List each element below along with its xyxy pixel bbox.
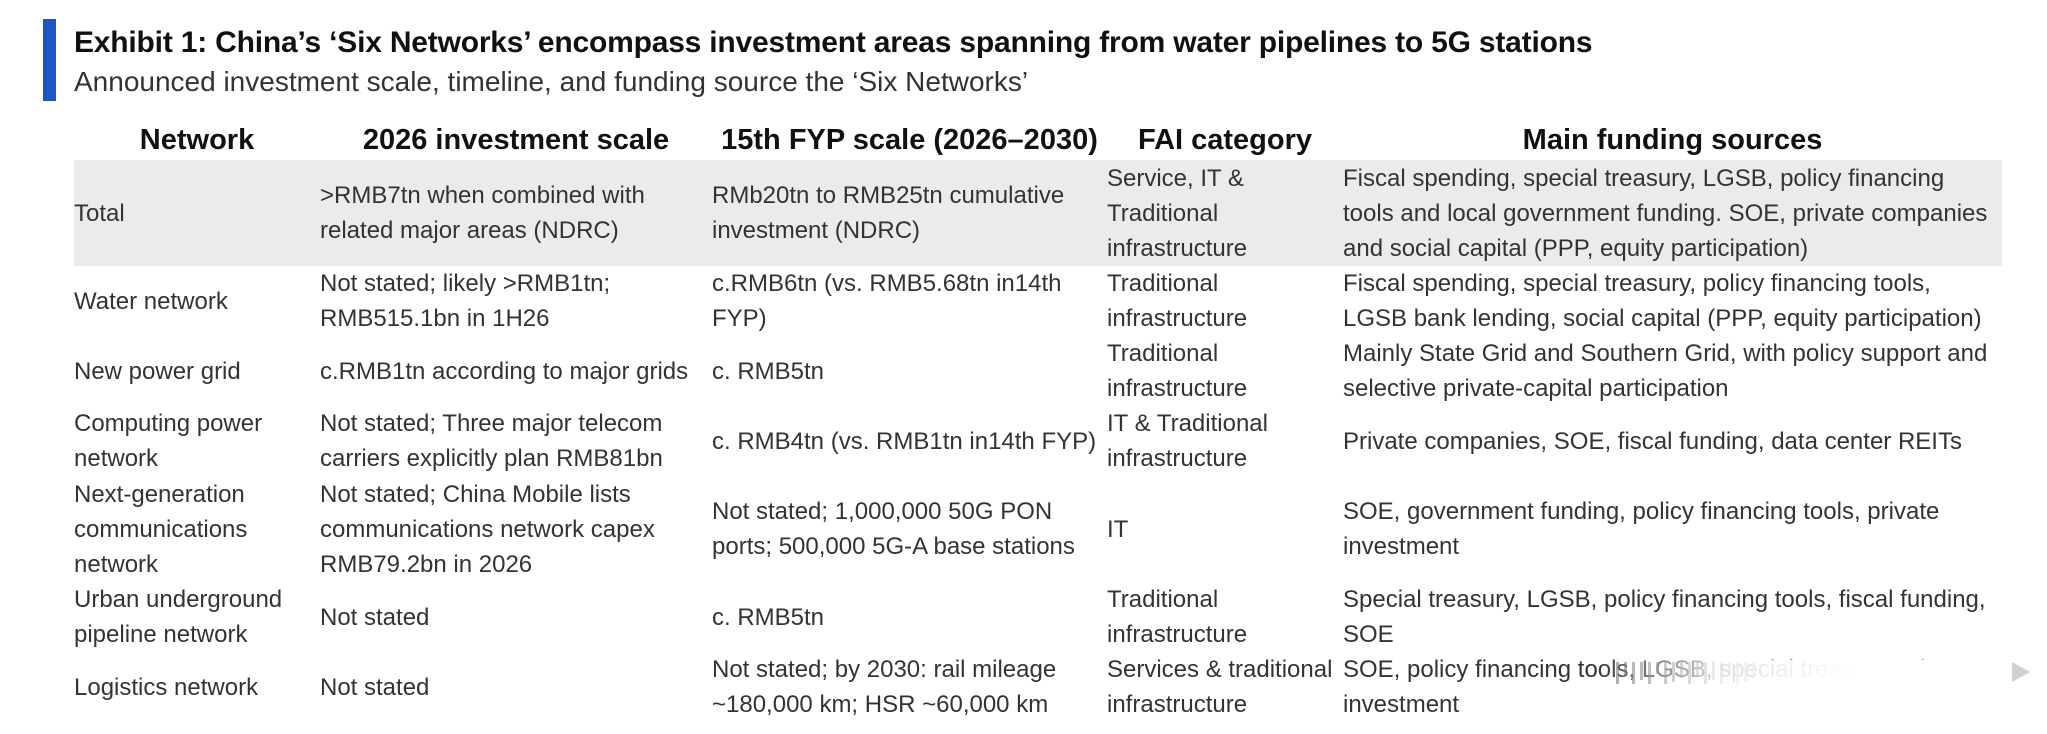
cell-investment-2026: Not stated [320,603,430,631]
accent-bar [43,19,56,101]
watermark-arrow-icon [2012,662,2030,682]
cell-funding: Fiscal spending, special treasury, polic… [1343,270,1982,332]
cell-fai-category: Traditional infrastructure [1107,340,1248,402]
header-network: Network [139,123,255,156]
cell-investment-2026: >RMB7tn when combined with related major… [320,160,712,266]
exhibit-subtitle: Announced investment scale, timeline, an… [74,66,1029,97]
watermark-fade [1596,660,2030,688]
cell-network: Urban underground pipeline network [74,586,283,648]
watermark-overlay [1596,660,2030,688]
table-row: Water network Not stated; likely >RMB1tn… [74,266,2002,336]
cell-fyp15-scale: Not stated; 1,000,000 50G PON ports; 500… [712,498,1075,560]
cell-funding: Special treasury, LGSB, policy financing… [1343,586,1986,648]
cell-network: Next-generation communications network [74,480,248,578]
cell-investment-2026: Not stated; Three major telecom carriers… [320,410,663,472]
cell-network: Water network [74,287,228,315]
table-row: Next-generation communications network N… [74,476,2002,582]
cell-network: New power grid [74,357,241,385]
exhibit-title: Exhibit 1: China’s ‘Six Networks’ encomp… [74,26,1593,59]
cell-funding: SOE, government funding, policy financin… [1343,498,1940,560]
table-row: Computing power network Not stated; Thre… [74,406,2002,476]
header-fai-category: FAI category [1137,123,1313,156]
table-row: Urban underground pipeline network Not s… [74,582,2002,652]
cell-funding: Mainly State Grid and Southern Grid, wit… [1343,340,1988,402]
cell-fyp15-scale: c. RMB5tn [712,357,825,385]
six-networks-table: Network 2026 investment scale 15th FYP s… [74,120,2002,722]
cell-network: Computing power network [74,410,263,472]
cell-investment-2026: Not stated; likely >RMB1tn; RMB515.1bn i… [320,270,611,332]
cell-fai-category: IT & Traditional infrastructure [1107,410,1268,472]
header-funding-sources: Main funding sources [1522,123,1823,156]
cell-funding: Fiscal spending, special treasury, LGSB,… [1343,160,2002,266]
table-row: Total >RMB7tn when combined with related… [74,160,2002,266]
cell-fyp15-scale: c. RMB5tn [712,603,825,631]
header-fyp15-scale: 15th FYP scale (2026–2030) [721,123,1098,156]
cell-investment-2026: Not stated [320,673,430,701]
cell-fyp15-scale: Not stated; by 2030: rail mileage ~180,0… [712,656,1057,718]
cell-fai-category: Services & traditional infrastructure [1107,656,1333,718]
cell-fai-category: IT [1107,515,1129,543]
cell-fai-category: Traditional infrastructure [1107,270,1248,332]
cell-fai-category: Service, IT & Traditional infrastructure [1107,160,1343,266]
table-header-row: Network 2026 investment scale 15th FYP s… [74,120,2002,160]
table-row: New power grid c.RMB1tn according to maj… [74,336,2002,406]
cell-fyp15-scale: c.RMB6tn (vs. RMB5.68tn in14th FYP) [712,270,1062,332]
cell-investment-2026: Not stated; China Mobile lists communica… [320,480,655,578]
cell-investment-2026: c.RMB1tn according to major grids [320,357,689,385]
cell-fai-category: Traditional infrastructure [1107,586,1248,648]
cell-funding: Private companies, SOE, fiscal funding, … [1343,427,1962,455]
header-investment-2026: 2026 investment scale [362,123,670,156]
cell-fyp15-scale: RMb20tn to RMB25tn cumulative investment… [712,160,1107,266]
cell-network: Logistics network [74,673,259,701]
cell-network: Total [74,160,320,266]
cell-fyp15-scale: c. RMB4tn (vs. RMB1tn in14th FYP) [712,427,1097,455]
